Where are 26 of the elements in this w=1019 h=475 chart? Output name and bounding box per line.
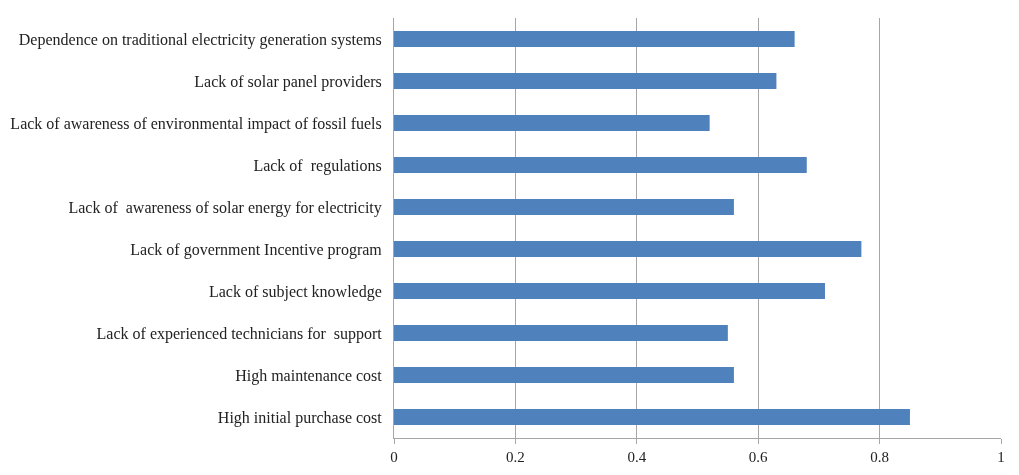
bar	[394, 157, 807, 173]
y-tick-label: Lack of awareness of environmental impact of fossil fuels	[10, 114, 390, 133]
x-tick-label: 0.8	[870, 449, 889, 465]
x-tick-label: 0.4	[627, 449, 647, 465]
bar	[394, 115, 710, 131]
y-tick-label: Lack of awareness of solar energy for electricity	[68, 198, 390, 217]
x-tick-label: 0.2	[506, 449, 525, 465]
bar	[394, 199, 734, 215]
x-tick-label: 0.6	[748, 449, 769, 465]
bar	[394, 325, 728, 341]
y-tick-label: High initial purchase cost	[217, 408, 390, 427]
x-tick-label: 0	[390, 449, 398, 465]
y-tick-label: Lack of experienced technicians for support	[96, 324, 390, 343]
bar	[394, 73, 777, 89]
bar	[394, 241, 862, 257]
y-tick-label: High maintenance cost	[235, 366, 390, 385]
y-tick-label: Dependence on traditional electricity generation systems	[18, 30, 390, 49]
y-tick-label: Lack of regulations	[253, 156, 390, 175]
y-tick-label: Lack of subject knowledge	[208, 282, 390, 301]
y-tick-label: Lack of government Incentive program	[130, 240, 390, 259]
bar	[394, 367, 734, 383]
bar	[394, 283, 825, 299]
bar	[394, 31, 795, 47]
y-tick-label: Lack of solar panel providers	[194, 72, 390, 91]
bar	[394, 409, 910, 425]
x-tick-label: 1	[997, 449, 1005, 465]
